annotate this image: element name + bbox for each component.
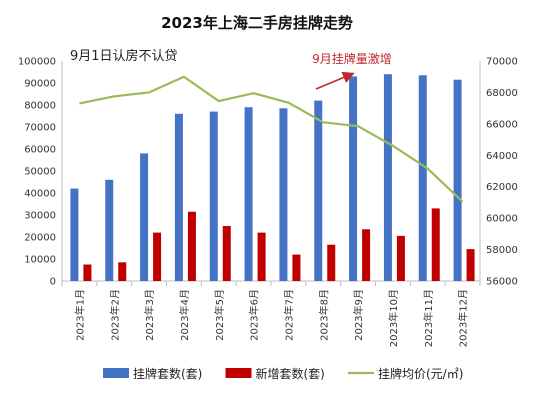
x-axis-tick-label: 2023年8月: [317, 289, 330, 341]
bar-listings: [70, 188, 79, 281]
left-axis-tick-label: 70000: [24, 123, 56, 134]
policy-note: 9月1日认房不认贷: [70, 48, 178, 64]
bar-new-listings: [327, 244, 336, 281]
bar-new-listings: [292, 254, 301, 281]
right-axis-tick-label: 64000: [486, 151, 518, 162]
bar-listings: [279, 108, 288, 281]
right-axis-tick-label: 70000: [486, 57, 518, 68]
left-axis-tick-label: 80000: [24, 101, 56, 112]
legend-label: 挂牌套数(套): [133, 366, 202, 381]
bar-new-listings: [222, 226, 231, 281]
annotation-arrow: [315, 71, 355, 90]
bar-listings: [140, 153, 149, 281]
bar-listings: [383, 74, 392, 281]
bar-listings: [453, 79, 462, 281]
left-axis-tick-label: 40000: [24, 189, 56, 200]
bar-listings: [244, 107, 253, 281]
bar-listings: [418, 75, 427, 281]
annotation-text: 9月挂牌量激增: [312, 52, 392, 66]
right-axis-tick-label: 66000: [486, 119, 518, 130]
chart-title: 2023年上海二手房挂牌走势: [161, 14, 353, 32]
x-axis-tick-label: 2023年3月: [143, 289, 156, 341]
plot-area: 0 10000 20000 30000 40000 50000 60000 70000 8000…: [18, 52, 518, 347]
bar-listings: [349, 76, 358, 282]
left-axis-tick-label: 100000: [18, 57, 56, 68]
bar-listings: [174, 113, 183, 281]
left-axis-tick-label: 10000: [24, 255, 56, 266]
bar-new-listings: [153, 232, 162, 281]
x-axis-tick-label: 2023年12月: [457, 289, 470, 347]
left-axis-tick-label: 20000: [24, 233, 56, 244]
bar-new-listings: [362, 229, 371, 281]
legend: 挂牌套数(套) 新增套数(套) 挂牌均价(元/㎡): [103, 366, 463, 381]
x-axis-tick-label: 2023年6月: [248, 289, 261, 341]
bar-new-listings: [466, 249, 475, 281]
right-axis-tick-label: 58000: [486, 245, 518, 256]
bar-new-listings: [396, 235, 405, 281]
right-axis-tick-label: 68000: [486, 88, 518, 99]
bar-new-listings: [257, 232, 266, 281]
left-axis-tick-label: 50000: [24, 167, 56, 178]
legend-swatch: [225, 368, 252, 378]
left-axis-tick-label: 60000: [24, 145, 56, 156]
bar-new-listings: [431, 208, 440, 281]
bar-new-listings: [187, 211, 196, 281]
x-axis-tick-label: 2023年11月: [422, 289, 435, 347]
x-axis-tick-label: 2023年9月: [352, 289, 365, 341]
right-axis-tick-label: 60000: [486, 214, 518, 225]
legend-swatch: [103, 368, 129, 378]
x-axis-tick-label: 2023年7月: [282, 289, 295, 341]
legend-label: 挂牌均价(元/㎡): [378, 367, 463, 381]
bar-listings: [105, 179, 114, 281]
left-axis-tick-label: 30000: [24, 211, 56, 222]
x-axis-tick-label: 2023年4月: [178, 289, 191, 341]
bar-new-listings: [118, 262, 127, 281]
left-axis-tick-label: 90000: [24, 79, 56, 90]
x-axis-tick-label: 2023年2月: [108, 289, 121, 341]
right-axis-tick-label: 62000: [486, 182, 518, 193]
right-axis-tick-label: 56000: [486, 277, 518, 288]
x-axis-tick-label: 2023年1月: [73, 289, 86, 341]
bar-listings: [209, 111, 218, 281]
bar-listings: [314, 100, 323, 281]
x-axis-tick-label: 2023年10月: [387, 289, 400, 347]
line-avg-price: [79, 75, 464, 203]
bar-new-listings: [83, 264, 92, 281]
left-axis-tick-label: 0: [50, 277, 56, 288]
legend-label: 新增套数(套): [256, 366, 325, 381]
x-axis-tick-label: 2023年5月: [213, 289, 226, 341]
